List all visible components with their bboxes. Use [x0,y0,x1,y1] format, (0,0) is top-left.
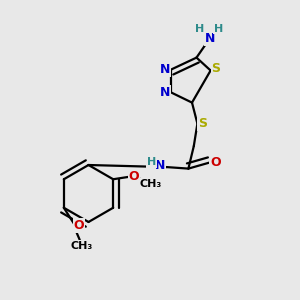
Text: H: H [195,24,204,34]
Text: N: N [160,86,170,99]
Text: CH₃: CH₃ [70,241,92,251]
Text: O: O [129,170,140,183]
Text: CH₃: CH₃ [140,179,162,189]
Text: O: O [210,156,221,169]
Text: N: N [205,32,215,45]
Text: N: N [160,63,170,76]
Text: N: N [155,159,165,172]
Text: S: S [212,62,220,76]
Text: H: H [147,157,156,167]
Text: O: O [74,219,84,232]
Text: S: S [198,117,207,130]
Text: H: H [214,23,223,34]
